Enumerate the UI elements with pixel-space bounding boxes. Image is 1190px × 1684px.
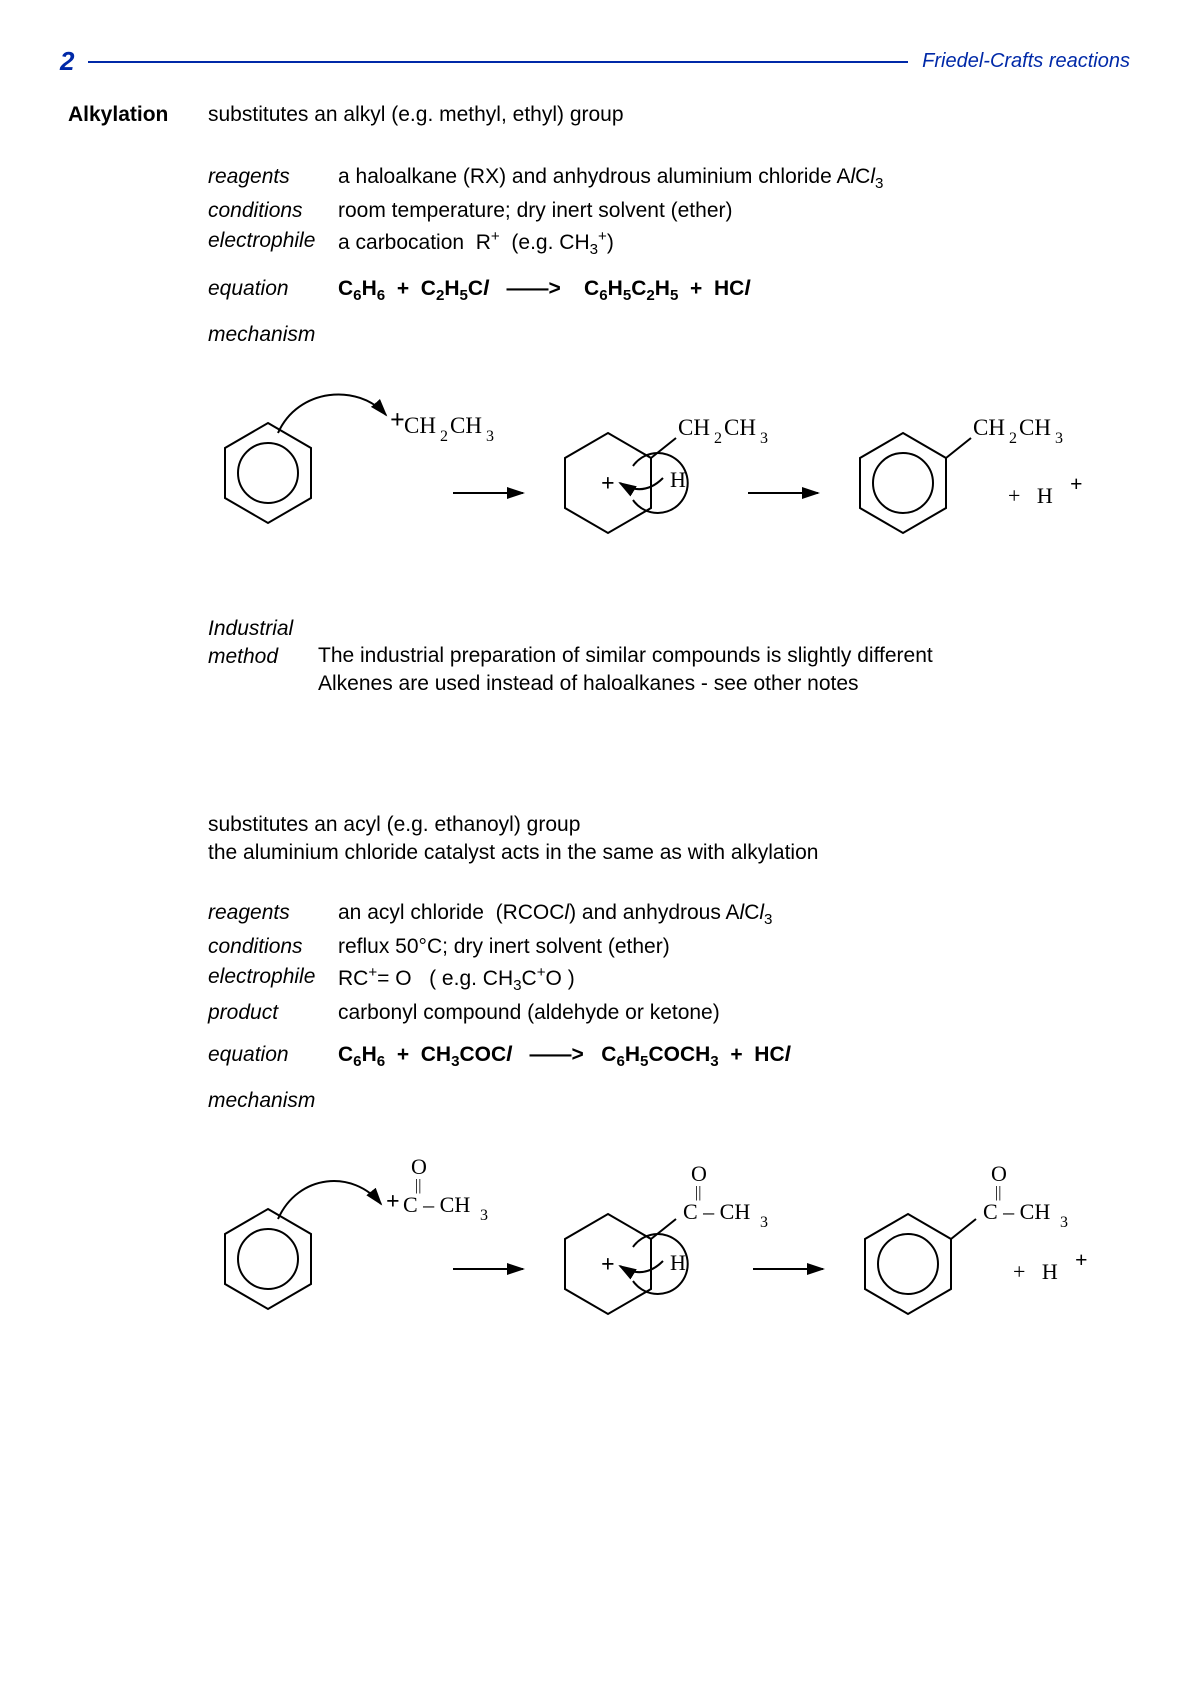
alk-electrophile-val: a carbocation R+ (e.g. CH3+) [338,227,1130,261]
industrial-label-1: Industrial [208,615,318,643]
svg-text:3: 3 [1055,430,1063,447]
alkylation-details: reagents a haloalkane (RX) and anhydrous… [208,163,1130,348]
svg-text:O: O [691,1161,707,1186]
alk-electrophile-label: electrophile [208,227,338,255]
acylation-details: reagents an acyl chloride (RCOCl) and an… [208,899,1130,1115]
acy-electrophile-label: electrophile [208,963,338,991]
header-title: Friedel-Crafts reactions [922,48,1130,75]
acylation-mechanism-diagram: O || + C – CH 3 + H O || C – CH 3 [208,1139,1130,1349]
svg-text:3: 3 [1060,1214,1068,1231]
svg-text:3: 3 [486,428,494,445]
alkylation-label: Alkylation [68,101,208,129]
alk-equation-label: equation [208,275,338,303]
alkylation-intro-row: Alkylation substitutes an alkyl (e.g. me… [68,101,1130,129]
alk-reagents-label: reagents [208,163,338,191]
svg-text:CH: CH [404,413,436,438]
acy-reagents-label: reagents [208,899,338,927]
acy-equation-val: C6H6 + CH3COCl ——> C6H5COCH3 + HCl [338,1041,1130,1073]
svg-text:CH: CH [973,415,1005,440]
alk-conditions-val: room temperature; dry inert solvent (eth… [338,197,1130,225]
alk-mechanism-label: mechanism [208,321,338,349]
page-header: 2 Friedel-Crafts reactions [60,44,1130,79]
svg-text:C – CH: C – CH [683,1199,750,1224]
industrial-line-1: The industrial preparation of similar co… [318,642,1130,670]
svg-text:CH: CH [450,413,482,438]
industrial-line-2: Alkenes are used instead of haloalkanes … [318,670,1130,698]
svg-text:2: 2 [1009,430,1017,447]
svg-text:CH: CH [678,415,710,440]
svg-text:C – CH: C – CH [403,1192,470,1217]
alkylation-intro: substitutes an alkyl (e.g. methyl, ethyl… [208,101,1130,129]
header-rule [88,61,908,63]
svg-text:+ H: + H [1013,1259,1058,1284]
acy-mechanism-label: mechanism [208,1087,338,1115]
acy-product-label: product [208,999,338,1027]
svg-text:3: 3 [760,1214,768,1231]
industrial-row: Industrial method The industrial prepara… [208,615,1130,699]
svg-text:2: 2 [714,430,722,447]
svg-text:H: H [670,1250,686,1275]
svg-text:+: + [601,471,615,497]
svg-text:2: 2 [440,428,448,445]
acy-reagents-val: an acyl chloride (RCOCl) and anhydrous A… [338,899,1130,931]
svg-text:H: H [670,467,686,492]
svg-text:+: + [1070,471,1083,496]
svg-text:3: 3 [480,1207,488,1224]
svg-text:+: + [390,405,405,434]
alk-reagents-val: a haloalkane (RX) and anhydrous aluminiu… [338,163,1130,195]
acylation-intro-2: the aluminium chloride catalyst acts in … [208,839,1130,867]
acy-conditions-label: conditions [208,933,338,961]
alkylation-mechanism-diagram: + CH 2 CH 3 + H CH 2 CH 3 [208,373,1130,573]
alk-conditions-label: conditions [208,197,338,225]
acy-product-val: carbonyl compound (aldehyde or ketone) [338,999,1130,1027]
svg-text:+: + [1075,1247,1088,1272]
svg-text:+ H: + H [1008,483,1053,508]
svg-text:3: 3 [760,430,768,447]
svg-text:CH: CH [1019,415,1051,440]
svg-text:CH: CH [724,415,756,440]
svg-text:C – CH: C – CH [983,1199,1050,1224]
acylation-intro: substitutes an acyl (e.g. ethanoyl) grou… [208,811,1130,868]
industrial-label-2: method [208,643,318,671]
svg-text:+: + [386,1189,400,1215]
acy-equation-label: equation [208,1041,338,1069]
page-number: 2 [60,44,74,79]
svg-text:O: O [991,1161,1007,1186]
alk-equation-val: C6H6 + C2H5Cl ——> C6H5C2H5 + HCl [338,275,1130,307]
svg-text:O: O [411,1154,427,1179]
svg-text:+: + [601,1252,615,1278]
acy-conditions-val: reflux 50°C; dry inert solvent (ether) [338,933,1130,961]
acylation-intro-1: substitutes an acyl (e.g. ethanoyl) grou… [208,811,1130,839]
acy-electrophile-val: RC+= O ( e.g. CH3C+O ) [338,963,1130,997]
